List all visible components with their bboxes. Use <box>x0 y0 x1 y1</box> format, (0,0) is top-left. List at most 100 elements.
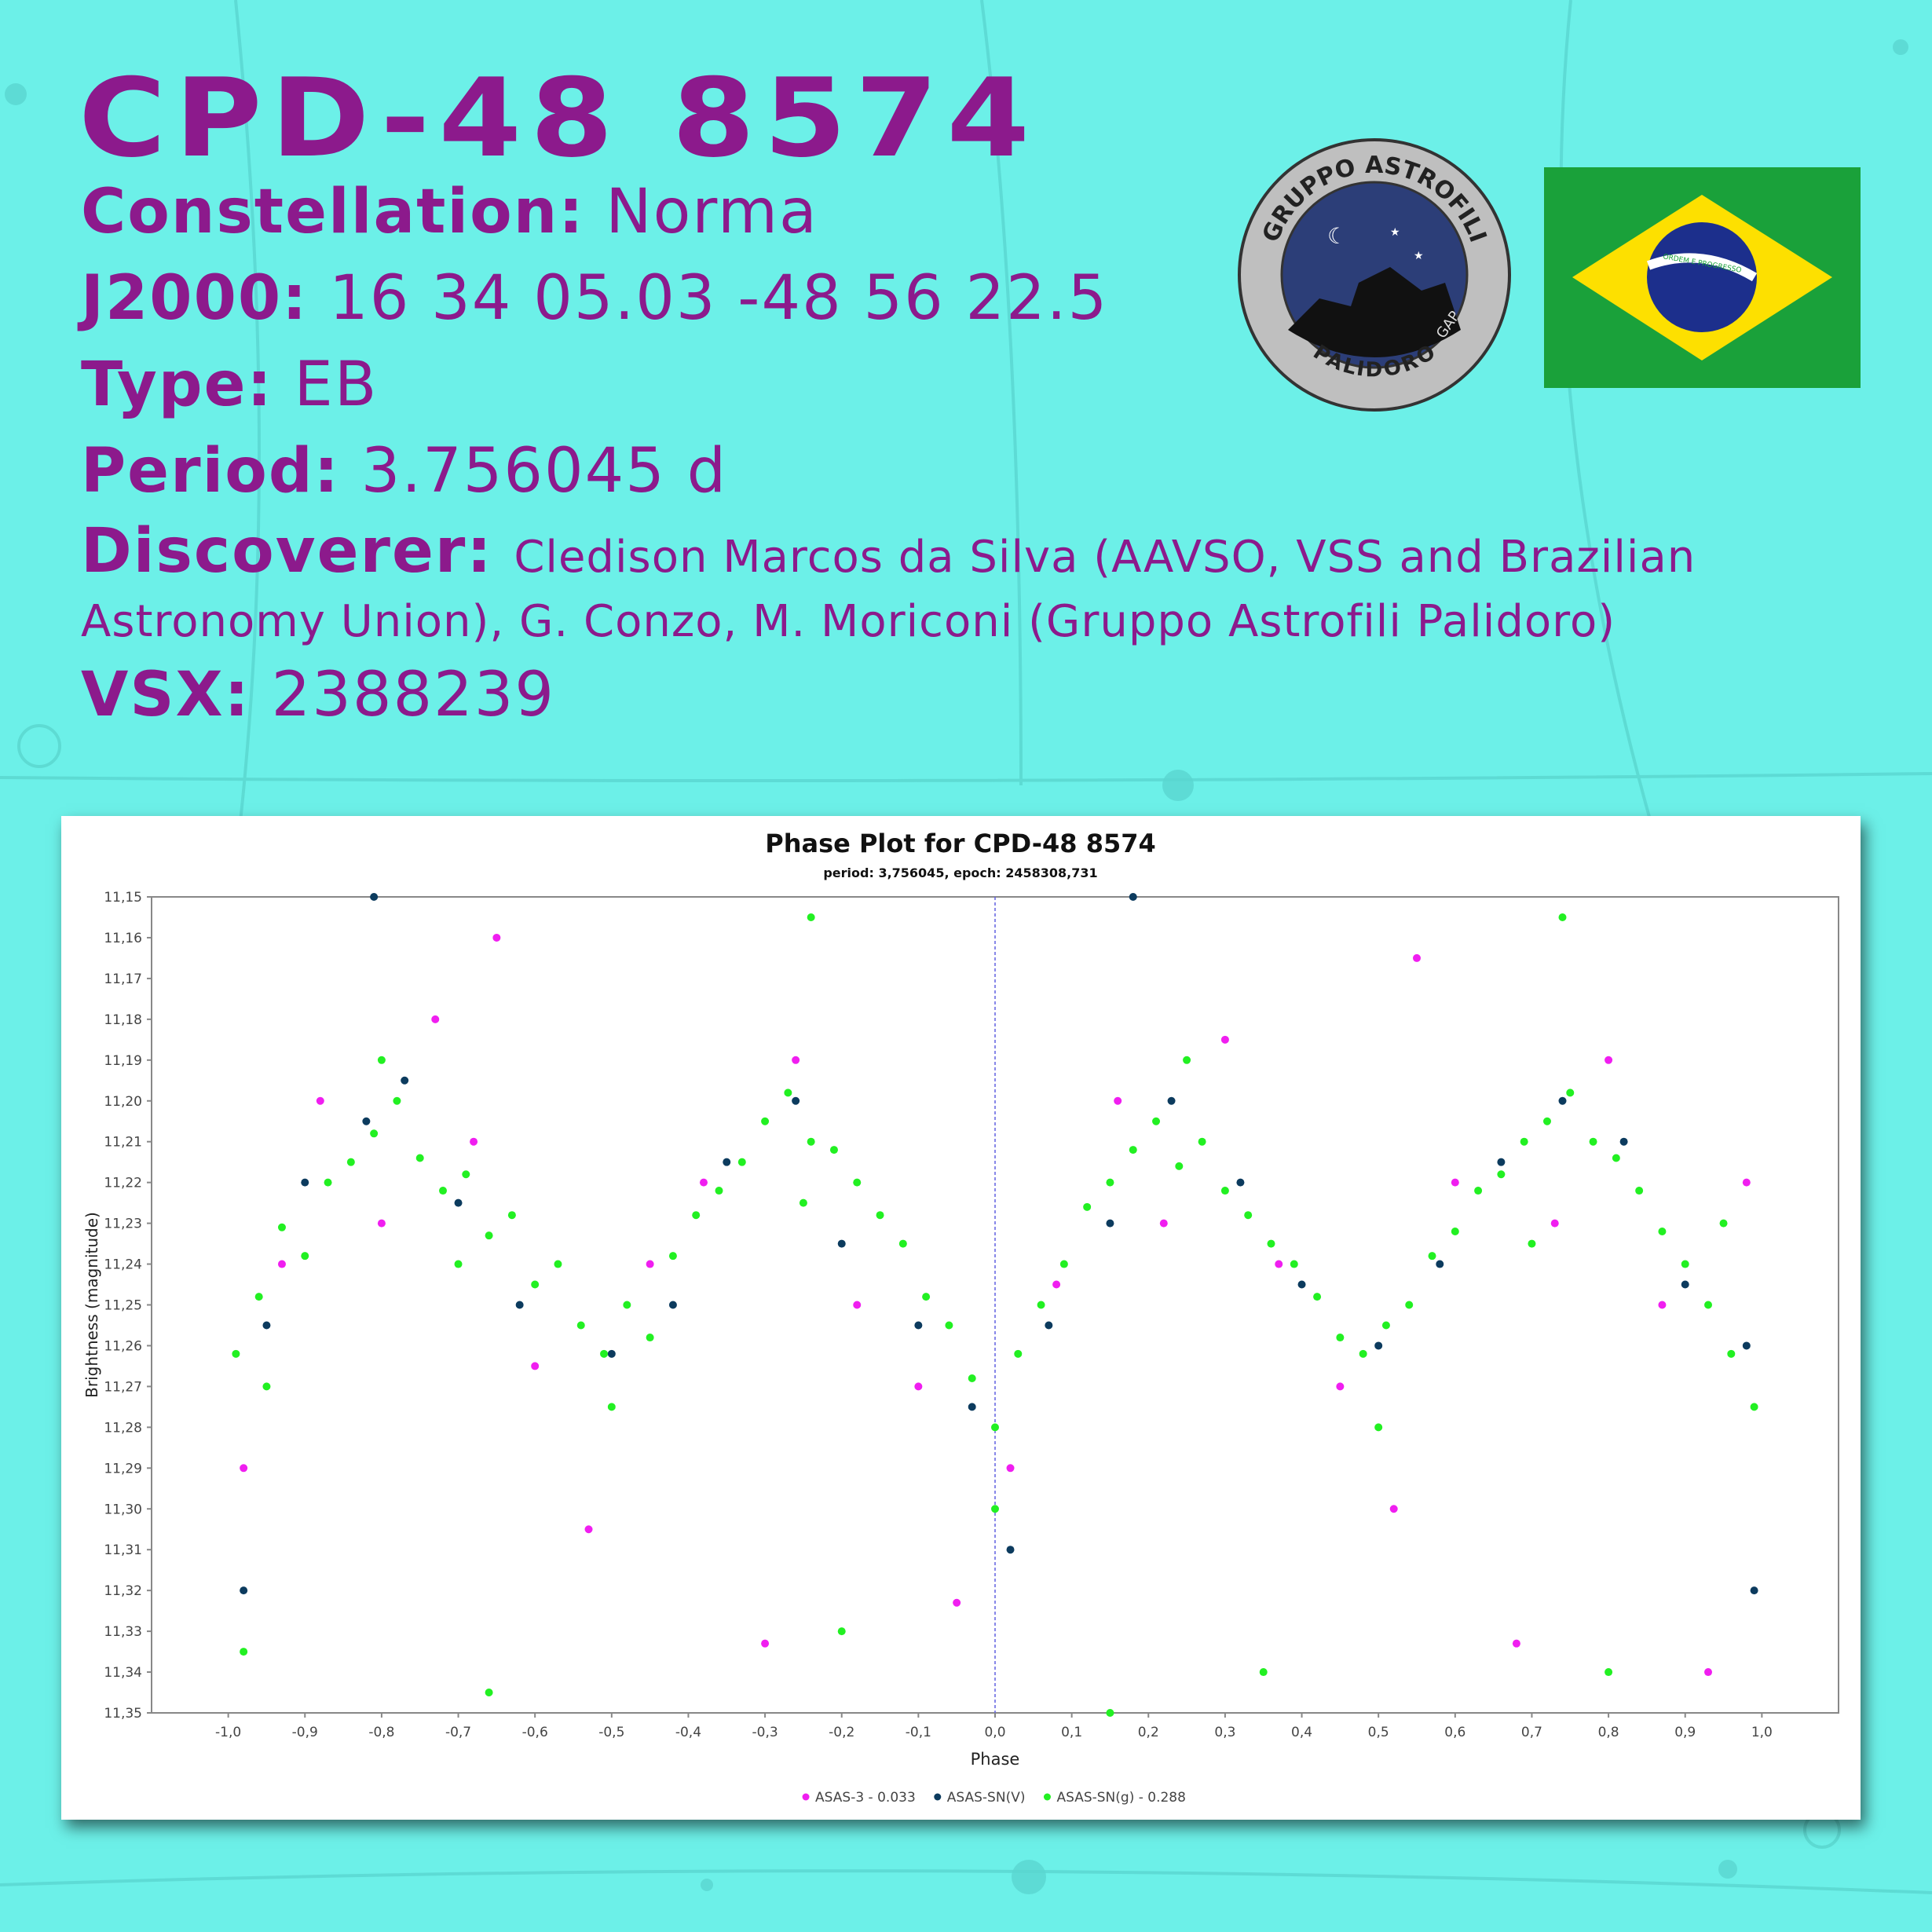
field: Type: EB <box>81 349 378 420</box>
x-tick-label: 0,3 <box>1214 1725 1235 1740</box>
point <box>807 1137 815 1146</box>
point <box>692 1211 701 1220</box>
point <box>1389 1505 1398 1513</box>
point <box>584 1525 593 1534</box>
point <box>1528 1239 1536 1248</box>
y-tick-label: 11,17 <box>104 971 142 987</box>
point <box>1014 1349 1023 1358</box>
point <box>454 1198 463 1207</box>
point <box>301 1252 309 1261</box>
y-tick-label: 11,30 <box>104 1502 142 1517</box>
y-tick-label: 11,15 <box>104 890 142 906</box>
point <box>507 1211 516 1220</box>
field-value: Cledison Marcos da Silva (AAVSO, VSS and… <box>81 532 1696 647</box>
point <box>1612 1154 1620 1162</box>
point <box>1589 1137 1597 1146</box>
point <box>1037 1301 1045 1309</box>
svg-text:★: ★ <box>1414 250 1424 262</box>
field-value: 16 34 05.03 -48 56 22.5 <box>329 263 1109 334</box>
point <box>1658 1301 1667 1309</box>
point <box>470 1137 478 1146</box>
point <box>1267 1239 1275 1248</box>
point <box>1297 1280 1306 1289</box>
x-tick-label: -0,5 <box>598 1725 624 1740</box>
y-tick-label: 11,28 <box>104 1420 142 1436</box>
x-tick-label: 0,9 <box>1674 1725 1696 1740</box>
point <box>254 1293 263 1301</box>
point <box>1275 1260 1283 1268</box>
point <box>1129 893 1137 901</box>
point <box>1175 1162 1184 1170</box>
point <box>1374 1341 1383 1350</box>
point <box>1512 1639 1520 1648</box>
point <box>1605 1668 1613 1677</box>
x-tick-label: -0,1 <box>906 1725 931 1740</box>
y-tick-label: 11,32 <box>104 1583 142 1599</box>
point <box>1129 1146 1137 1154</box>
point <box>837 1627 846 1636</box>
field-value: 3.756045 d <box>360 436 728 507</box>
point <box>1750 1586 1758 1595</box>
point <box>1550 1219 1559 1228</box>
field-value: Norma <box>606 177 818 247</box>
point <box>576 1321 585 1330</box>
chart-subtitle: period: 3,756045, epoch: 2458308,731 <box>823 865 1097 880</box>
point <box>393 1096 401 1105</box>
point <box>1704 1301 1713 1309</box>
field-label: Period: <box>81 436 340 507</box>
point <box>1742 1341 1751 1350</box>
x-tick-label: -0,8 <box>368 1725 394 1740</box>
point <box>377 1219 386 1228</box>
point <box>1681 1260 1689 1268</box>
x-tick-label: 0,2 <box>1138 1725 1159 1740</box>
x-tick-label: 1,0 <box>1751 1725 1773 1740</box>
legend-label: ASAS-SN(V) <box>947 1790 1026 1806</box>
y-tick-label: 11,25 <box>104 1298 142 1314</box>
point <box>761 1117 770 1125</box>
point <box>761 1639 770 1648</box>
point <box>1381 1321 1390 1330</box>
point <box>1106 1219 1114 1228</box>
chart-title: Phase Plot for CPD-48 8574 <box>765 829 1156 858</box>
point <box>623 1301 631 1309</box>
point <box>515 1301 524 1309</box>
point <box>232 1349 240 1358</box>
svg-text:☾: ☾ <box>1327 223 1347 249</box>
point <box>370 1129 379 1138</box>
point <box>715 1187 723 1195</box>
y-tick-label: 11,26 <box>104 1338 142 1354</box>
point <box>262 1382 271 1391</box>
point <box>1558 1096 1567 1105</box>
point <box>316 1096 324 1105</box>
x-tick-label: -0,9 <box>292 1725 318 1740</box>
point <box>1159 1219 1168 1228</box>
field: Period: 3.756045 d <box>81 436 727 507</box>
point <box>531 1280 540 1289</box>
point <box>401 1076 409 1085</box>
point <box>607 1349 616 1358</box>
point <box>1558 913 1567 921</box>
point <box>1542 1117 1551 1125</box>
field-label: J2000: <box>81 263 309 334</box>
point <box>737 1158 746 1166</box>
field-value: EB <box>294 349 379 420</box>
x-tick-label: 0,4 <box>1291 1725 1312 1740</box>
point <box>262 1321 271 1330</box>
point <box>1220 1187 1229 1195</box>
x-tick-label: 0,1 <box>1061 1725 1082 1740</box>
point <box>837 1239 846 1248</box>
field-label: Constellation: <box>81 177 585 247</box>
point <box>1336 1382 1345 1391</box>
point <box>1259 1668 1268 1677</box>
point <box>1520 1137 1528 1146</box>
legend-marker <box>1043 1793 1051 1801</box>
y-tick-label: 11,16 <box>104 931 142 946</box>
point <box>1236 1178 1245 1187</box>
point <box>301 1178 309 1187</box>
legend-marker <box>934 1793 942 1801</box>
point <box>991 1423 999 1432</box>
point <box>431 1015 440 1023</box>
field: Discoverer: Cledison Marcos da Silva (AA… <box>81 521 1911 651</box>
